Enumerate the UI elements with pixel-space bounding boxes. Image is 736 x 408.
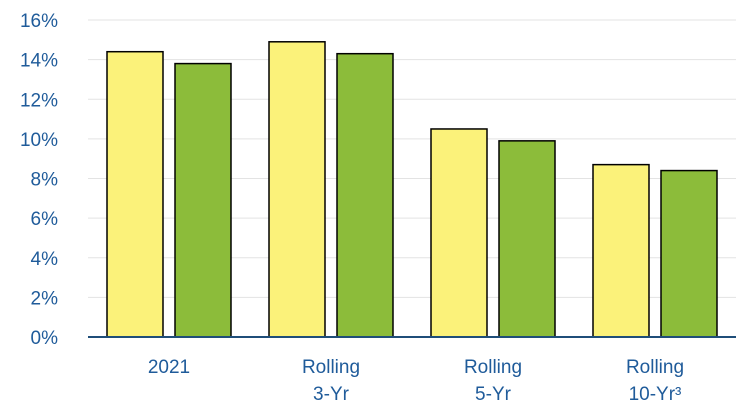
x-category-label: Rolling 3-Yr	[302, 357, 360, 405]
bar-series-2	[174, 62, 232, 338]
bar-series-1	[592, 163, 650, 338]
bar-series-2	[498, 140, 556, 338]
bars	[106, 41, 718, 338]
bar-series-2	[336, 52, 394, 338]
bar-series-1	[430, 128, 488, 338]
bar-series-1	[268, 41, 326, 338]
y-tick-label: 16%	[20, 11, 58, 32]
y-tick-label: 14%	[20, 51, 58, 72]
x-category-label: Rolling 5-Yr	[464, 357, 522, 405]
x-category-labels: 2021 Rolling 3-Yr Rolling 5-Yr Rolling 10-Yr³	[148, 357, 684, 405]
y-tick-label: 4%	[31, 249, 59, 270]
y-tick-labels: 0% 2% 4% 6% 8% 10% 12% 14% 16%	[20, 11, 58, 349]
bar-series-2	[660, 169, 718, 338]
x-category-label: 2021	[148, 357, 190, 378]
y-tick-label: 8%	[31, 170, 59, 191]
y-tick-label: 2%	[31, 288, 59, 309]
y-tick-label: 6%	[31, 209, 59, 230]
bar-series-1	[106, 50, 164, 338]
y-tick-label: 10%	[20, 130, 58, 151]
y-tick-label: 12%	[20, 90, 58, 111]
y-tick-label: 0%	[31, 328, 59, 349]
x-category-label: Rolling 10-Yr³	[626, 357, 684, 405]
